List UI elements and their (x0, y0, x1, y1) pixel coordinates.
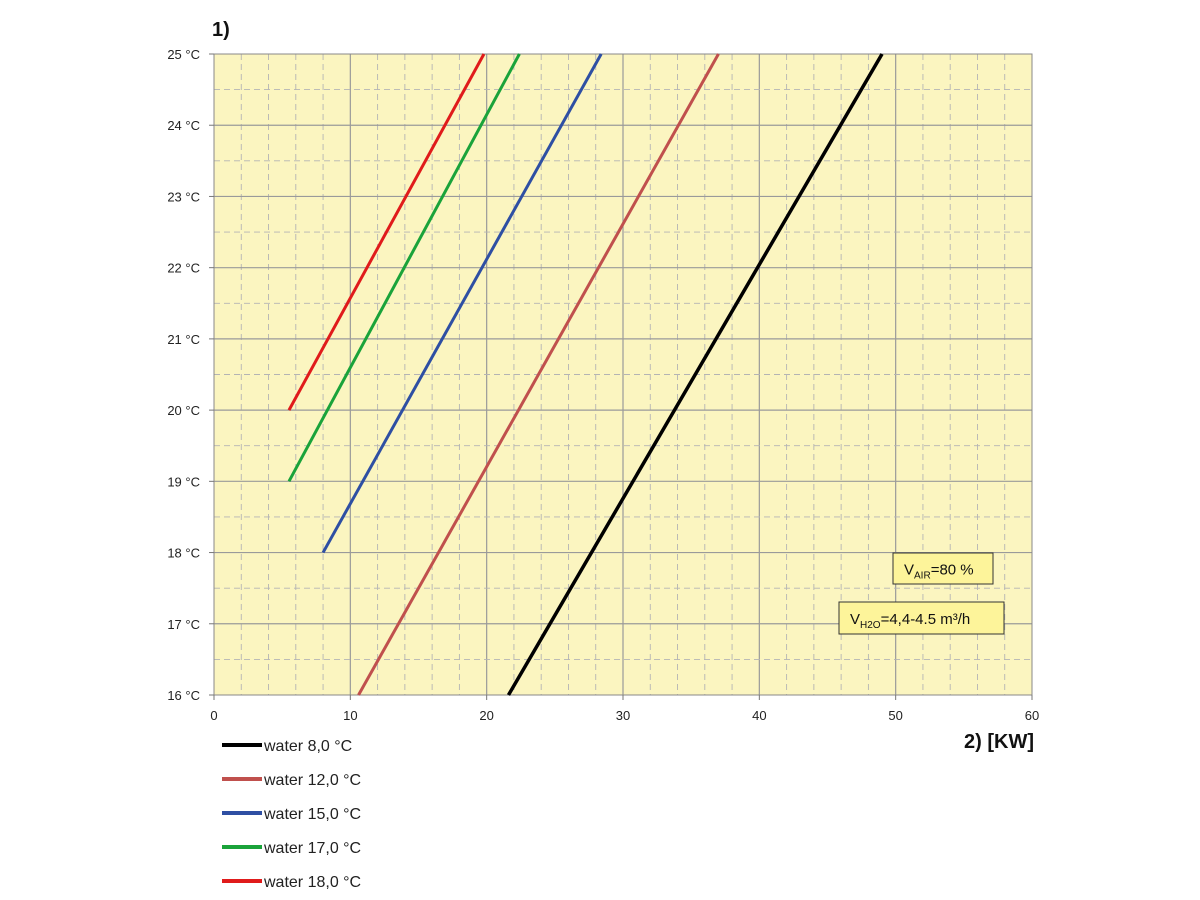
y-tick-label: 20 °C (167, 403, 200, 418)
legend-label: water 15,0 °C (263, 806, 361, 823)
y-axis-title: 1) (212, 19, 230, 41)
x-tick-label: 40 (752, 708, 766, 723)
y-axis: 16 °C 17 °C 18 °C 19 °C 20 °C 21 °C 22 °C 23 °C… (167, 47, 214, 703)
series-line (287, 53, 486, 411)
y-tick-label: 18 °C (167, 546, 200, 561)
annotation-box: VH2O=4,4-4.5 m³/h (838, 601, 1005, 635)
annotation-label: VAIR=80 % (904, 562, 974, 582)
legend-item: water 12,0 °C (222, 772, 361, 789)
y-tick-label: 22 °C (167, 261, 200, 276)
series-line (357, 53, 720, 696)
y-tick-label: 17 °C (167, 617, 200, 632)
legend-label: water 12,0 °C (263, 772, 361, 789)
x-tick-label: 0 (210, 708, 217, 723)
y-tick-label: 21 °C (167, 332, 200, 347)
x-axis-title: 2) [KW] (964, 731, 1034, 753)
y-tick-label: 16 °C (167, 688, 200, 703)
legend-label: water 18,0 °C (263, 874, 361, 891)
x-axis: 0 10 20 30 40 50 60 (210, 695, 1039, 723)
x-tick-label: 30 (616, 708, 630, 723)
y-tick-label: 25 °C (167, 47, 200, 62)
legend: water 8,0 °C water 12,0 °C water 15,0 °C wa… (222, 738, 361, 891)
y-tick-label: 23 °C (167, 189, 200, 204)
series-line (321, 53, 603, 554)
annotation-frame (892, 552, 994, 585)
x-tick-label: 20 (479, 708, 493, 723)
series-line (506, 53, 884, 696)
annotation-box: VAIR=80 % (892, 552, 994, 585)
grid (214, 54, 1032, 695)
legend-item: water 15,0 °C (222, 806, 361, 823)
legend-item: water 17,0 °C (222, 840, 361, 857)
legend-item: water 18,0 °C (222, 874, 361, 891)
legend-label: water 17,0 °C (263, 840, 361, 857)
annotations: VAIR=80 % VH2O=4,4-4.5 m³/h (838, 552, 1005, 635)
annotation-frame (838, 601, 1005, 635)
series-line (287, 53, 521, 483)
legend-label: water 8,0 °C (263, 738, 352, 755)
legend-item: water 8,0 °C (222, 738, 352, 755)
x-tick-label: 10 (343, 708, 357, 723)
y-tick-label: 19 °C (167, 474, 200, 489)
y-tick-label: 24 °C (167, 118, 200, 133)
annotation-label: VH2O=4,4-4.5 m³/h (850, 611, 970, 631)
x-tick-label: 60 (1025, 708, 1039, 723)
x-tick-label: 50 (888, 708, 902, 723)
series-lines (287, 53, 884, 696)
